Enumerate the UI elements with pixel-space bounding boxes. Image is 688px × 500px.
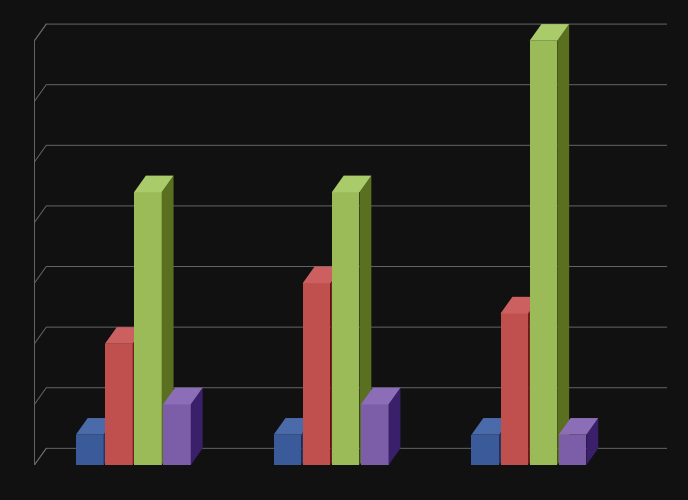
Polygon shape <box>105 327 144 344</box>
Polygon shape <box>499 418 511 465</box>
Polygon shape <box>274 434 301 465</box>
Polygon shape <box>500 297 540 314</box>
Polygon shape <box>389 388 400 465</box>
Polygon shape <box>332 176 372 192</box>
Polygon shape <box>303 266 342 283</box>
Polygon shape <box>303 283 330 465</box>
Polygon shape <box>530 41 557 465</box>
Polygon shape <box>530 24 569 41</box>
Polygon shape <box>330 266 342 465</box>
Polygon shape <box>105 344 133 465</box>
Polygon shape <box>559 434 586 465</box>
Polygon shape <box>103 418 116 465</box>
Polygon shape <box>134 176 173 192</box>
Polygon shape <box>191 388 203 465</box>
Polygon shape <box>559 418 599 434</box>
Polygon shape <box>361 388 400 404</box>
Polygon shape <box>361 404 389 465</box>
Polygon shape <box>76 418 116 434</box>
Polygon shape <box>471 418 511 434</box>
Polygon shape <box>301 418 313 465</box>
Polygon shape <box>163 388 203 404</box>
Polygon shape <box>163 404 191 465</box>
Polygon shape <box>557 24 569 465</box>
Polygon shape <box>528 297 540 465</box>
Polygon shape <box>76 434 103 465</box>
Polygon shape <box>162 176 173 465</box>
Polygon shape <box>274 418 313 434</box>
Polygon shape <box>332 192 360 465</box>
Polygon shape <box>586 418 599 465</box>
Polygon shape <box>134 192 162 465</box>
Polygon shape <box>471 434 499 465</box>
Polygon shape <box>360 176 372 465</box>
Polygon shape <box>133 327 144 465</box>
Polygon shape <box>500 314 528 465</box>
